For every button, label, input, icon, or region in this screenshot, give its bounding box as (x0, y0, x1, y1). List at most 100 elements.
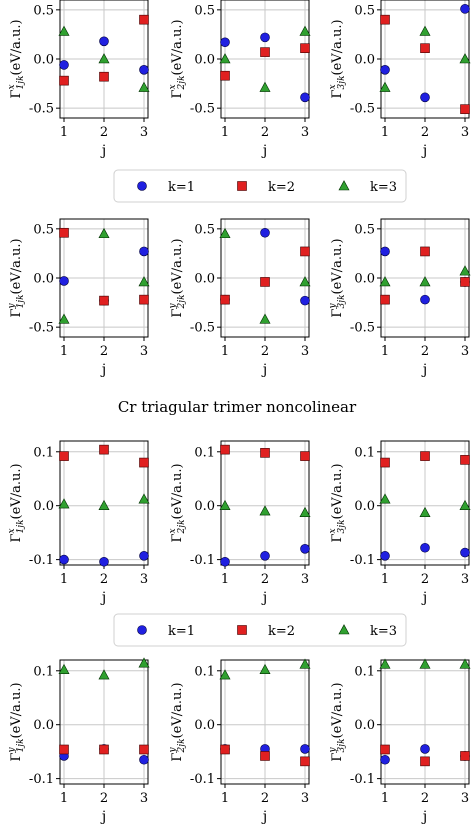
data-point-k3-j1 (58, 313, 70, 324)
data-point-k2-j3 (460, 277, 470, 287)
data-point-k2-j2 (420, 451, 430, 461)
x-tick-label: 3 (461, 791, 469, 806)
y-tick-label: -0.5 (29, 321, 54, 336)
subplot-bottom-x-2: 0.1 0.0 -0.1 1 2 3 j Γx2jk(eV/a.u.) (168, 440, 311, 606)
x-tick-label: 2 (421, 125, 429, 140)
data-point-k1-j2 (260, 227, 270, 238)
x-tick-label: 3 (461, 344, 469, 359)
x-axis-label: j (100, 809, 106, 824)
data-point-k2-j2 (420, 43, 430, 53)
subplot-top-y-1: 0.5 0.0 -0.5 1 2 3 j Γy1jk(eV/a.u.) (7, 218, 150, 378)
y-tick-label: 0.0 (194, 53, 215, 68)
data-point-k3-j1 (219, 669, 231, 680)
data-point-k1-j2 (99, 36, 109, 47)
data-point-k1-j1 (380, 551, 390, 561)
subplot-bottom-y-1: 0.1 0.0 -0.1 1 2 3 j Γy1jk(eV/a.u.) (7, 657, 150, 824)
data-point-k3-j3 (138, 493, 150, 504)
y-tick-label: 0.0 (33, 499, 54, 514)
data-point-k1-j3 (300, 744, 310, 754)
data-point-k2-j1 (59, 227, 69, 238)
data-point-k2-j1 (59, 451, 69, 461)
y-axis-label: Γy2jk(eV/a.u.) (168, 238, 187, 317)
y-tick-label: -0.5 (350, 321, 375, 336)
x-tick-label: 1 (221, 791, 229, 806)
data-point-k2-j3 (300, 43, 310, 53)
data-point-k3-j3 (299, 506, 311, 518)
y-tick-label: -0.1 (190, 772, 215, 787)
y-tick-label: 0.1 (194, 445, 215, 460)
y-tick-label: -0.1 (29, 553, 54, 568)
x-tick-label: 3 (461, 125, 469, 140)
x-tick-label: 2 (261, 125, 269, 140)
data-point-k3-j3 (459, 265, 471, 276)
y-tick-label: 0.5 (194, 3, 215, 18)
y-tick-label: 0.5 (194, 222, 215, 237)
x-tick-label: 1 (221, 344, 229, 359)
x-axis-label: j (261, 362, 267, 378)
x-tick-label: 1 (221, 125, 229, 140)
data-point-k1-j2 (420, 294, 430, 305)
data-point-k3-j1 (58, 25, 70, 36)
legend-frame (113, 613, 407, 647)
data-point-k3-j1 (379, 276, 391, 287)
y-tick-label: 0.0 (33, 718, 54, 733)
legend-marker-k2 (237, 625, 247, 635)
x-tick-label: 3 (301, 125, 309, 140)
data-point-k1-j3 (139, 551, 149, 561)
x-axis-label: j (100, 143, 106, 159)
data-point-k3-j2 (259, 663, 271, 675)
x-axis-label: j (100, 590, 106, 606)
y-tick-label: 0.0 (354, 53, 375, 68)
x-tick-label: 1 (60, 344, 68, 359)
x-tick-label: 3 (140, 791, 148, 806)
y-tick-label: 0.0 (194, 499, 215, 514)
data-point-k3-j3 (138, 81, 150, 92)
data-point-k2-j1 (59, 744, 69, 755)
y-tick-label: -0.1 (190, 553, 215, 568)
data-point-k2-j2 (99, 295, 109, 306)
y-axis-label: Γy2jk(eV/a.u.) (168, 682, 187, 761)
data-point-k3-j2 (259, 505, 271, 516)
data-point-k3-j3 (459, 53, 471, 64)
x-tick-label: 2 (261, 791, 269, 806)
data-point-k2-j1 (220, 444, 230, 455)
data-point-k2-j1 (220, 70, 230, 81)
data-point-k1-j3 (460, 4, 470, 14)
y-axis-label: Γx2jk(eV/a.u.) (168, 19, 187, 98)
y-tick-label: 0.0 (354, 272, 375, 287)
subplot-top-x-1: 0.5 0.0 -0.5 1 2 3 j Γx1jk(eV/a.u.) (7, 0, 150, 159)
subplot-bottom-x-1: 0.1 0.0 -0.1 1 2 3 j Γx1jk(eV/a.u.) (7, 440, 150, 606)
legend-marker-k3 (338, 180, 350, 191)
data-point-k2-j3 (139, 14, 149, 25)
data-point-k1-j1 (220, 37, 230, 48)
x-tick-label: 3 (461, 572, 469, 587)
x-tick-label: 3 (140, 125, 148, 140)
data-point-k1-j3 (300, 92, 310, 103)
data-point-k1-j1 (220, 556, 230, 567)
subplot-bottom-y-3: 0.1 0.0 -0.1 1 2 3 j Γy3jk(eV/a.u.) (328, 658, 471, 824)
data-point-k1-j2 (260, 32, 270, 43)
data-point-k1-j2 (99, 556, 109, 567)
x-tick-label: 2 (100, 125, 108, 140)
data-point-k2-j2 (420, 756, 430, 767)
x-axis-label: j (421, 143, 427, 159)
data-point-k2-j3 (139, 457, 149, 468)
data-point-k2-j1 (220, 294, 230, 305)
y-tick-label: 0.5 (33, 3, 54, 18)
subplot-top-y-2: 0.5 0.0 -0.5 1 2 3 j Γy2jk(eV/a.u.) (168, 218, 311, 378)
data-point-k1-j1 (380, 246, 390, 257)
x-tick-label: 3 (140, 572, 148, 587)
y-tick-label: -0.5 (190, 321, 215, 336)
data-point-k2-j3 (460, 751, 470, 761)
data-point-k3-j2 (419, 25, 431, 36)
data-point-k2-j2 (99, 744, 109, 755)
y-axis-label: Γx3jk(eV/a.u.) (328, 19, 347, 98)
y-tick-label: -0.5 (29, 102, 54, 117)
data-point-k2-j2 (260, 47, 270, 57)
x-tick-label: 3 (301, 791, 309, 806)
data-point-k2-j3 (139, 294, 149, 305)
data-point-k2-j2 (99, 71, 109, 82)
y-tick-label: 0.0 (33, 272, 54, 287)
data-point-k1-j3 (300, 295, 310, 306)
